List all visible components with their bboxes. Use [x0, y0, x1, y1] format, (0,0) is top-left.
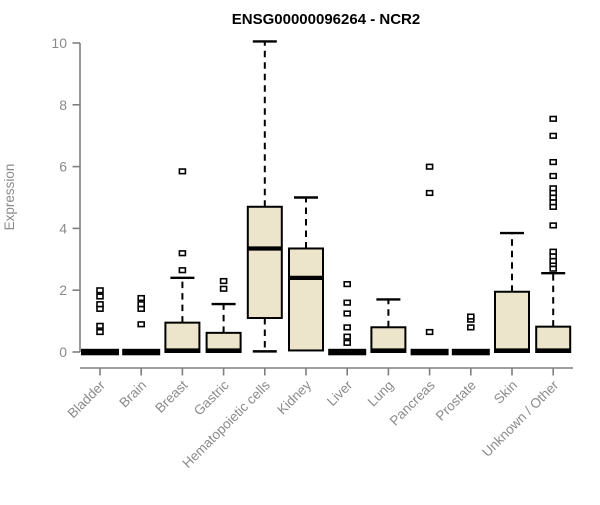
x-tick-label-bladder: Bladder [65, 377, 109, 421]
outlier-point [96, 287, 104, 294]
y-axis-label: Expression [2, 164, 17, 231]
x-tick-label-pancreas: Pancreas [387, 377, 438, 428]
boxplot-hematopoietic-cells [246, 40, 283, 353]
outlier-point [96, 293, 104, 300]
boxplot-breast [164, 168, 201, 353]
boxplot-pancreas [410, 163, 449, 356]
outlier-point [219, 285, 228, 292]
iqr-box [535, 325, 572, 353]
outlier-point [425, 163, 434, 170]
outlier-point [425, 328, 434, 336]
x-tick-label-unknown-other: Unknown / Other [479, 377, 562, 460]
boxplot-kidney [288, 196, 324, 352]
outlier-point [343, 310, 352, 317]
iqr-box [246, 205, 283, 320]
collapsed-box [122, 348, 161, 356]
outlier-point [137, 294, 145, 302]
x-tick-label-brain: Brain [116, 378, 149, 411]
x-tick-label-lung: Lung [365, 378, 397, 410]
outlier-point [178, 168, 187, 175]
x-tick-label-liver: Liver [324, 377, 356, 409]
collapsed-box [451, 348, 490, 356]
boxplot-gastric [205, 277, 242, 354]
outlier-point [549, 172, 558, 180]
y-tick-label: 6 [59, 159, 67, 175]
iqr-box [494, 290, 530, 353]
collapsed-box [81, 348, 119, 356]
outlier-point [549, 248, 558, 255]
outlier-point [343, 324, 352, 331]
x-tick-label-skin: Skin [491, 378, 520, 407]
outlier-point [549, 185, 558, 192]
boxplot-lung [370, 298, 407, 353]
iqr-box [288, 247, 324, 352]
x-tick-label-kidney: Kidney [274, 377, 314, 417]
boxplot-series [81, 40, 572, 356]
y-tick-label: 2 [59, 282, 67, 298]
boxplot-skin [494, 231, 530, 353]
outlier-point [343, 281, 352, 288]
outlier-point [219, 277, 228, 285]
outlier-point [549, 115, 558, 122]
collapsed-box [328, 348, 367, 356]
x-tick-label-breast: Breast [152, 377, 190, 415]
y-tick-label: 10 [51, 35, 67, 51]
outlier-point [96, 328, 104, 336]
boxplot-prostate [451, 313, 490, 356]
iqr-box [164, 321, 201, 353]
y-tick-label: 8 [59, 97, 67, 113]
boxplot-unknown-other [535, 115, 572, 353]
outlier-point [178, 267, 187, 274]
boxplot-bladder [81, 287, 119, 356]
outlier-point [549, 222, 558, 229]
outlier-point [137, 301, 145, 308]
x-tick-label-gastric: Gastric [191, 377, 232, 418]
outlier-point [466, 324, 475, 331]
outlier-point [96, 301, 104, 308]
x-tick-label-prostate: Prostate [433, 378, 479, 424]
boxplot-brain [122, 294, 161, 356]
outlier-point [343, 333, 352, 340]
y-tick-label: 4 [59, 220, 67, 236]
outlier-point [137, 321, 145, 328]
outlier-point [466, 313, 475, 320]
outlier-point [425, 189, 434, 197]
y-tick-label: 0 [59, 344, 67, 360]
iqr-box [370, 326, 407, 353]
outlier-point [96, 322, 104, 329]
boxplot-liver [328, 281, 367, 356]
outlier-point [549, 158, 558, 166]
chart-title: ENSG00000096264 - NCR2 [232, 11, 420, 28]
outlier-point [549, 132, 558, 139]
outlier-point [343, 339, 352, 346]
outlier-point [178, 250, 187, 257]
outlier-point [343, 299, 352, 306]
collapsed-box [410, 348, 449, 356]
